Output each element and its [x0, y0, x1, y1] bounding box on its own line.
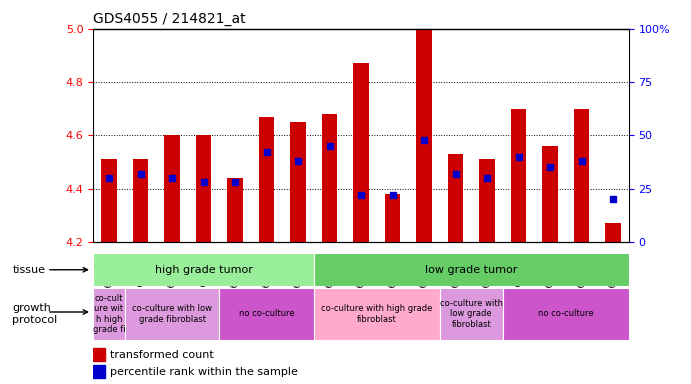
Bar	[93, 288, 125, 340]
Text: transformed count: transformed count	[111, 349, 214, 359]
Bar	[196, 136, 211, 242]
Bar	[503, 288, 629, 340]
Bar	[93, 253, 314, 286]
Text: no co-culture: no co-culture	[538, 310, 594, 318]
Text: growth
protocol: growth protocol	[12, 303, 57, 325]
Text: co-culture with high grade
fibroblast: co-culture with high grade fibroblast	[321, 304, 433, 324]
Bar	[101, 159, 117, 242]
Bar	[353, 63, 369, 242]
Text: tissue: tissue	[12, 265, 46, 275]
Text: co-culture with low
grade fibroblast: co-culture with low grade fibroblast	[132, 304, 212, 324]
Bar	[314, 288, 439, 340]
Bar	[574, 109, 589, 242]
Text: low grade tumor: low grade tumor	[425, 265, 518, 275]
Bar	[605, 223, 621, 242]
Bar	[314, 253, 629, 286]
Text: co-culture with
low grade
fibroblast: co-culture with low grade fibroblast	[439, 299, 503, 329]
Bar	[448, 154, 464, 242]
Bar	[164, 136, 180, 242]
Text: GDS4055 / 214821_at: GDS4055 / 214821_at	[93, 12, 246, 26]
Bar	[479, 159, 495, 242]
Bar	[290, 122, 306, 242]
Bar	[219, 288, 314, 340]
FancyArrowPatch shape	[50, 310, 88, 314]
Bar	[258, 117, 274, 242]
Bar	[322, 114, 337, 242]
Bar	[227, 178, 243, 242]
Bar	[93, 365, 105, 379]
Bar	[133, 159, 149, 242]
Bar	[93, 348, 105, 361]
Text: percentile rank within the sample: percentile rank within the sample	[111, 367, 299, 377]
Bar	[125, 288, 219, 340]
Bar	[542, 146, 558, 242]
Bar	[385, 194, 400, 242]
Bar	[511, 109, 527, 242]
Text: co-cult
ure wit
h high
grade fi: co-cult ure wit h high grade fi	[93, 294, 125, 334]
Bar	[439, 288, 503, 340]
Bar	[416, 29, 432, 242]
Text: no co-culture: no co-culture	[238, 310, 294, 318]
FancyArrowPatch shape	[50, 268, 88, 272]
Text: high grade tumor: high grade tumor	[155, 265, 252, 275]
